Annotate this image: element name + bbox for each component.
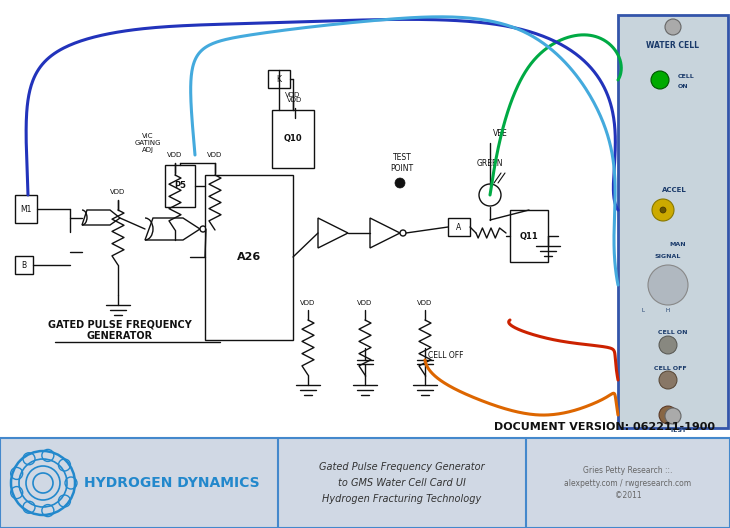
Text: SIGNAL: SIGNAL <box>655 254 681 259</box>
Text: Q10: Q10 <box>284 135 302 144</box>
Bar <box>268 70 290 88</box>
Bar <box>0 438 730 528</box>
Text: P5: P5 <box>174 182 186 191</box>
Text: A: A <box>456 222 461 231</box>
Bar <box>618 15 728 428</box>
Text: ON: ON <box>678 84 688 90</box>
Polygon shape <box>370 218 400 248</box>
Bar <box>15 256 33 274</box>
Bar <box>15 195 37 223</box>
Text: CELL OFF: CELL OFF <box>654 365 687 371</box>
Text: TEST
POINT: TEST POINT <box>391 153 414 173</box>
Circle shape <box>659 371 677 389</box>
Circle shape <box>665 19 681 35</box>
Text: VEE: VEE <box>493 128 507 137</box>
Text: L: L <box>642 307 645 313</box>
Text: Gated Pulse Frequency Generator
to GMS Water Cell Card UI
Hydrogen Fracturing Te: Gated Pulse Frequency Generator to GMS W… <box>319 463 485 504</box>
Circle shape <box>659 336 677 354</box>
Text: GREEN: GREEN <box>477 158 503 167</box>
Text: CELL: CELL <box>678 73 695 79</box>
Circle shape <box>200 226 206 232</box>
Text: Q11: Q11 <box>520 231 539 240</box>
Text: VDD: VDD <box>167 152 182 158</box>
Text: H: H <box>666 307 670 313</box>
Text: CELL ON: CELL ON <box>658 331 687 335</box>
Circle shape <box>660 207 666 213</box>
Text: VDD: VDD <box>418 300 433 306</box>
Circle shape <box>395 178 405 188</box>
Polygon shape <box>145 218 200 240</box>
Text: VDD: VDD <box>110 189 126 195</box>
Text: VDD: VDD <box>207 152 223 158</box>
Text: CELL OFF: CELL OFF <box>428 351 464 360</box>
Text: VIC
GATING
ADJ: VIC GATING ADJ <box>135 133 161 153</box>
Text: MAN: MAN <box>669 242 686 248</box>
Text: TEST: TEST <box>669 429 686 433</box>
Text: DOCUMENT VERSION: 062211-1900: DOCUMENT VERSION: 062211-1900 <box>494 422 715 432</box>
Text: ACCEL: ACCEL <box>662 187 687 193</box>
Polygon shape <box>82 210 120 225</box>
Circle shape <box>665 408 681 424</box>
Polygon shape <box>318 218 348 248</box>
Text: B: B <box>21 260 26 269</box>
Circle shape <box>400 230 406 236</box>
Bar <box>165 165 195 207</box>
Bar <box>510 210 548 262</box>
Circle shape <box>659 406 677 424</box>
Bar <box>0 15 615 428</box>
Text: K: K <box>277 74 282 83</box>
Text: GATED PULSE FREQUENCY
GENERATOR: GATED PULSE FREQUENCY GENERATOR <box>48 319 192 341</box>
Bar <box>448 218 470 236</box>
Circle shape <box>648 265 688 305</box>
Bar <box>205 175 293 340</box>
Circle shape <box>652 199 674 221</box>
Text: A26: A26 <box>237 252 261 262</box>
Text: Gries Petty Research ::.
alexpetty.com / rwgresearch.com
©2011: Gries Petty Research ::. alexpetty.com /… <box>564 466 691 500</box>
Text: M1: M1 <box>20 204 31 213</box>
Text: HYDROGEN DYNAMICS: HYDROGEN DYNAMICS <box>84 476 260 490</box>
Text: VDD: VDD <box>288 97 303 103</box>
Text: WATER CELL: WATER CELL <box>647 41 699 50</box>
Text: VDD: VDD <box>358 300 372 306</box>
Bar <box>272 110 314 168</box>
Text: VDD: VDD <box>300 300 315 306</box>
Text: VDD: VDD <box>285 92 301 98</box>
Circle shape <box>651 71 669 89</box>
